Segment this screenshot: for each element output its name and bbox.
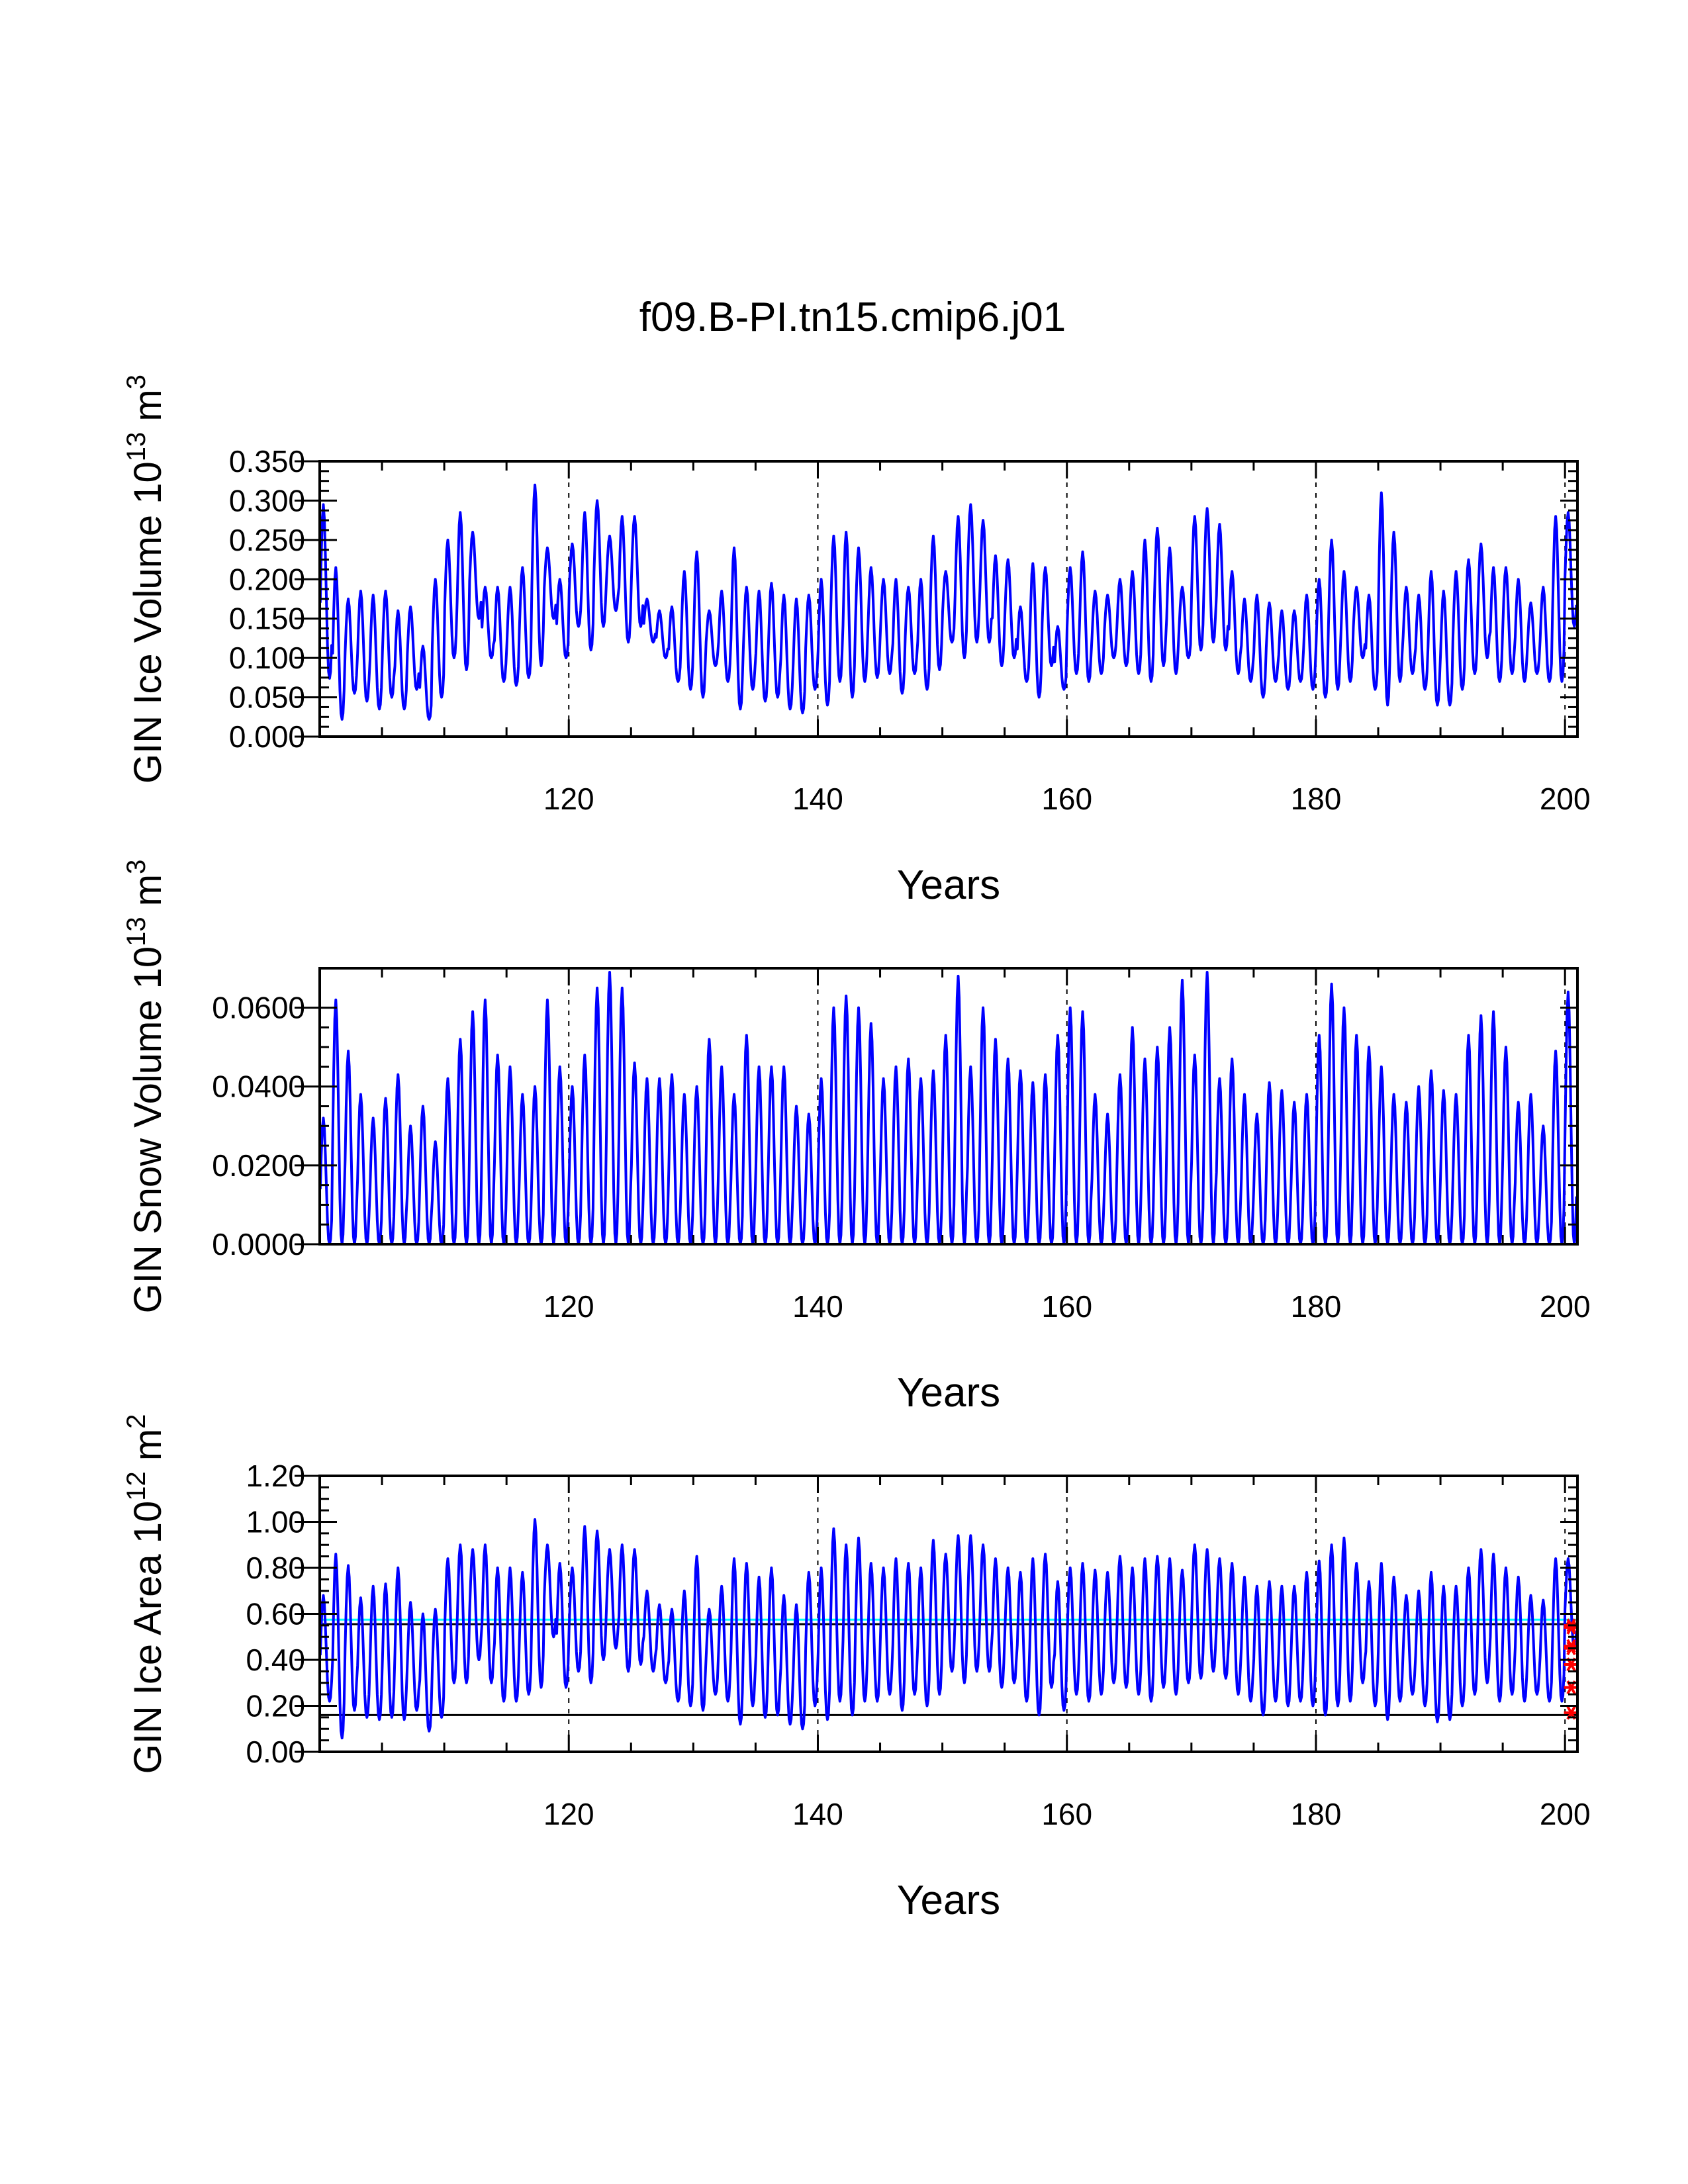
y-tick-label: 0.050 (229, 680, 305, 715)
x-tick-label: 140 (792, 782, 843, 816)
y-tick-label: 0.0600 (212, 991, 305, 1025)
x-tick-label: 160 (1041, 1797, 1092, 1831)
x-axis-label: Years (897, 1878, 1000, 1923)
series-line-ice_area (320, 1518, 1577, 1740)
chart-panels: 120 140 160 180 200 0.000 0.050 0.100 0.150 0.200… (122, 375, 1591, 1923)
x-tick-label: 180 (1291, 1289, 1342, 1324)
y-axis-label-unit-exponent: 3 (122, 860, 151, 874)
x-axis-label: Years (897, 862, 1000, 908)
x-tick-label: 200 (1540, 782, 1591, 816)
x-tick-label: 160 (1041, 1289, 1092, 1324)
y-tick-label: 0.150 (229, 602, 305, 636)
x-tick-label: 180 (1291, 1797, 1342, 1831)
series-line-ice_volume (320, 483, 1577, 721)
y-axis-label-unit: m (126, 874, 169, 917)
y-tick-label: 0.0000 (212, 1227, 305, 1261)
y-axis-label-exponent: 13 (122, 432, 151, 462)
x-tick-label: 160 (1041, 782, 1092, 816)
figure-title: f09.B-PI.tn15.cmip6.j01 (639, 295, 1066, 340)
y-axis-label-main: GIN Ice Area 10 (126, 1501, 169, 1774)
y-axis-label-unit-exponent: 3 (122, 375, 151, 389)
y-tick-label: 0.0400 (212, 1069, 305, 1104)
y-axis-label-exponent: 13 (122, 917, 151, 946)
chart-panel-ice_area: 120 140 160 180 2000.000.200.400.600.801.001… (122, 1414, 1591, 1923)
y-axis-label-main: GIN Snow Volume 10 (126, 946, 169, 1314)
y-tick-label: 0.0200 (212, 1148, 305, 1183)
x-tick-label: 180 (1291, 782, 1342, 816)
y-axis-label-main: GIN Ice Volume 10 (126, 461, 169, 784)
chart-panel-ice_volume: 120 140 160 180 200 0.000 0.050 0.100 0.150 0.200… (122, 375, 1591, 908)
y-axis-label: GIN Ice Area 1012 m2 (122, 1414, 169, 1774)
y-axis-label-unit-exponent: 2 (122, 1414, 151, 1429)
y-tick-label: 0.300 (229, 483, 305, 518)
x-tick-label: 120 (543, 782, 594, 816)
x-axis-label: Years (897, 1370, 1000, 1416)
x-tick-label: 200 (1540, 1289, 1591, 1324)
x-tick-label: 140 (792, 1797, 843, 1831)
x-tick-label: 120 (543, 1289, 594, 1324)
x-tick-label: 120 (543, 1797, 594, 1831)
y-tick-label: 0.000 (229, 719, 305, 754)
x-tick-label: 140 (792, 1289, 843, 1324)
star-marker (1564, 1620, 1579, 1635)
x-tick-label: 200 (1540, 1797, 1591, 1831)
y-axis-label-unit: m (126, 1429, 169, 1471)
y-tick-label: 0.350 (229, 444, 305, 478)
y-tick-label: 0.200 (229, 562, 305, 596)
y-axis-label: GIN Ice Volume 1013 m3 (122, 375, 169, 784)
y-axis-label-exponent: 12 (122, 1471, 151, 1501)
y-tick-label: 0.250 (229, 523, 305, 557)
y-tick-label: 0.100 (229, 641, 305, 675)
y-axis-label-unit: m (126, 389, 169, 432)
y-axis-label: GIN Snow Volume 1013 m3 (122, 860, 169, 1314)
chart-panel-snow_volume: 120 140 160 180 200 0.0000 0.0200 0.0400 0.0600 Y… (122, 860, 1591, 1416)
series-line-snow_volume (320, 971, 1577, 1244)
star-marker-stroke (1566, 1620, 1576, 1635)
